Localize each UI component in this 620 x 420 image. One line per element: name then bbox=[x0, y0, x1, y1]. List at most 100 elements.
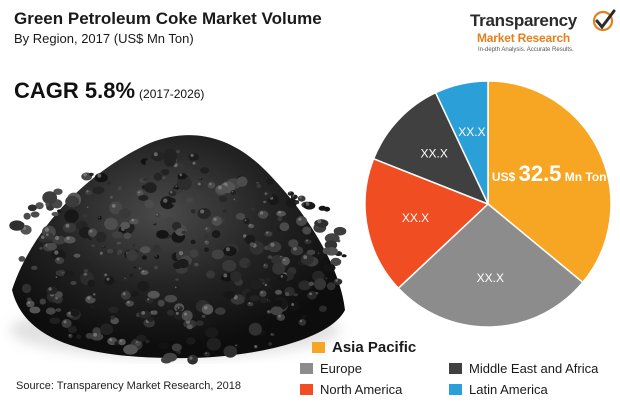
coke-granule-highlight bbox=[223, 273, 228, 278]
coke-granule bbox=[204, 247, 209, 253]
coke-granule-highlight bbox=[249, 224, 252, 226]
coke-granule-highlight bbox=[109, 338, 113, 342]
pie-label-asia-pacific: US$ 32.5 Mn Ton bbox=[492, 161, 607, 186]
coke-granule bbox=[26, 300, 35, 308]
legend-swatch bbox=[300, 363, 313, 374]
coke-granule bbox=[133, 266, 137, 269]
checkmark-icon bbox=[592, 9, 616, 32]
coke-granule bbox=[131, 290, 140, 297]
coke-granule bbox=[136, 334, 147, 342]
coke-granule-highlight bbox=[271, 333, 273, 335]
coke-granule bbox=[201, 304, 214, 315]
coke-granule-highlight bbox=[177, 306, 180, 309]
coke-granule-highlight bbox=[86, 206, 89, 208]
coke-granule-highlight bbox=[54, 250, 59, 255]
coke-granule bbox=[129, 273, 134, 277]
coke-granule bbox=[97, 216, 102, 220]
coke-granule bbox=[259, 290, 267, 297]
coke-granule bbox=[54, 257, 65, 264]
pie-slice-middle-east-and-africa bbox=[372, 91, 490, 206]
coke-granule-highlight bbox=[303, 255, 308, 260]
coke-granule bbox=[333, 226, 347, 236]
coke-granule bbox=[55, 308, 62, 312]
coke-granule bbox=[104, 276, 115, 286]
coke-granule bbox=[86, 206, 91, 210]
coke-granule-highlight bbox=[197, 182, 201, 186]
coke-granule bbox=[90, 305, 95, 309]
coke-granule-highlight bbox=[205, 227, 208, 230]
coke-granule-highlight bbox=[155, 255, 157, 257]
coke-granule bbox=[201, 314, 206, 318]
coke-granule-highlight bbox=[119, 339, 122, 342]
legend-swatch bbox=[300, 384, 313, 395]
coke-granule-highlight bbox=[298, 217, 302, 221]
coke-granule bbox=[206, 270, 216, 279]
coke-granule-highlight bbox=[68, 311, 71, 315]
coke-granule bbox=[232, 197, 238, 203]
coke-granule bbox=[319, 305, 327, 312]
cagr-label: CAGR 5.8% (2017-2026) bbox=[14, 78, 204, 104]
coke-granule bbox=[298, 280, 311, 291]
coke-granule bbox=[195, 181, 206, 190]
coke-granule-highlight bbox=[153, 223, 155, 225]
coke-granule-highlight bbox=[264, 283, 268, 287]
coke-granule-highlight bbox=[335, 279, 339, 282]
coke-granule-highlight bbox=[317, 219, 322, 224]
coke-granule-highlight bbox=[55, 235, 60, 241]
coke-granule-highlight bbox=[200, 209, 205, 214]
pie-label-north-america: XX.X bbox=[402, 211, 429, 225]
coke-granule bbox=[277, 216, 283, 222]
coke-granule bbox=[61, 271, 65, 275]
coke-granule-highlight bbox=[260, 211, 264, 215]
coke-granule bbox=[153, 172, 163, 181]
coke-granule bbox=[112, 231, 124, 239]
coke-granule bbox=[156, 230, 169, 239]
coke-granule bbox=[139, 246, 151, 254]
coke-granule bbox=[204, 226, 211, 233]
coke-granule bbox=[272, 262, 286, 275]
cagr-period: (2017-2026) bbox=[139, 87, 205, 101]
coke-granule bbox=[188, 153, 200, 161]
coke-granule bbox=[165, 216, 176, 224]
coke-granule bbox=[322, 263, 336, 272]
coke-granule bbox=[214, 307, 226, 315]
coke-granule bbox=[164, 155, 176, 167]
coke-granule-highlight bbox=[87, 296, 91, 300]
coke-granule bbox=[296, 216, 307, 226]
coke-granule bbox=[68, 333, 73, 338]
coke-granule bbox=[91, 292, 100, 299]
coke-granule bbox=[76, 334, 82, 340]
coke-granule-highlight bbox=[62, 272, 64, 273]
coke-granule bbox=[285, 198, 297, 208]
coke-granule bbox=[203, 351, 211, 357]
coke-granule-highlight bbox=[141, 311, 146, 315]
coke-granule-highlight bbox=[283, 258, 286, 261]
coke-granule bbox=[326, 282, 336, 291]
coke-granule bbox=[177, 173, 187, 180]
coke-granule bbox=[189, 249, 199, 258]
coke-granule bbox=[123, 344, 138, 355]
coke-granule bbox=[205, 327, 219, 338]
pie-slice-europe bbox=[397, 203, 584, 328]
coke-granule bbox=[92, 186, 105, 195]
coke-granule bbox=[324, 233, 340, 244]
coke-granule-highlight bbox=[142, 270, 145, 273]
pie-label-latin-america: XX.X bbox=[458, 125, 485, 139]
pie-slice-asia-pacific bbox=[487, 80, 612, 284]
coke-granule bbox=[295, 200, 300, 205]
coke-granule bbox=[300, 314, 308, 319]
coke-granule bbox=[177, 176, 192, 191]
coke-granule-highlight bbox=[178, 251, 184, 256]
coke-granule bbox=[285, 292, 290, 296]
coke-granule bbox=[259, 296, 268, 304]
coke-granule-highlight bbox=[233, 198, 236, 201]
coke-granule bbox=[46, 286, 58, 295]
legend-item-europe: Europe bbox=[300, 361, 362, 376]
coke-granule-highlight bbox=[83, 173, 87, 177]
coke-granule bbox=[173, 285, 180, 291]
coke-granule bbox=[21, 283, 32, 294]
legend-swatch bbox=[312, 342, 325, 353]
coke-granule-highlight bbox=[175, 311, 179, 315]
coke-granule-highlight bbox=[299, 196, 302, 199]
coke-granule bbox=[259, 177, 264, 181]
